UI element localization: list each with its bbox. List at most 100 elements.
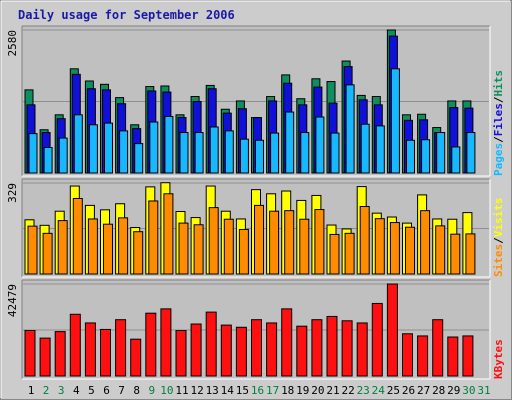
bar-kbytes-day-7 bbox=[115, 319, 127, 377]
bar-kbytes-day-25 bbox=[386, 283, 398, 377]
x-tick-label-day-14: 14 bbox=[221, 384, 235, 397]
x-tick-label-day-27: 27 bbox=[417, 384, 430, 397]
y-max-tick-label: 42479 bbox=[6, 284, 19, 317]
x-tick-label-day-3: 3 bbox=[58, 384, 65, 397]
bar-sites-day-6 bbox=[103, 223, 113, 275]
bar-sites-day-28 bbox=[435, 225, 446, 275]
bar-pages-day-23 bbox=[360, 123, 370, 174]
legend-separator: / bbox=[492, 96, 505, 103]
bar-sites-day-13 bbox=[208, 207, 219, 275]
x-tick-label-day-26: 26 bbox=[402, 384, 415, 397]
bar-sites-day-9 bbox=[148, 200, 159, 275]
bar-pages-day-12 bbox=[194, 132, 204, 174]
bar-pages-day-4 bbox=[73, 114, 83, 174]
bar-kbytes-day-29 bbox=[447, 336, 459, 377]
bar-kbytes-day-1 bbox=[24, 330, 36, 377]
bar-sites-day-16 bbox=[254, 204, 264, 275]
legend-pages: Pages bbox=[492, 143, 505, 176]
bar-pages-day-8 bbox=[134, 143, 144, 174]
legend-separator: / bbox=[492, 237, 505, 244]
bar-pages-day-22 bbox=[345, 84, 355, 174]
y-max-tick-label: 329 bbox=[6, 183, 19, 203]
x-tick-label-day-30: 30 bbox=[462, 384, 475, 397]
bar-kbytes-day-19 bbox=[296, 325, 308, 377]
x-tick-label-day-7: 7 bbox=[118, 384, 125, 397]
bar-sites-day-1 bbox=[27, 225, 38, 275]
x-tick-label-day-11: 11 bbox=[175, 384, 188, 397]
x-tick-label-day-31: 31 bbox=[477, 384, 490, 397]
x-tick-label-day-10: 10 bbox=[160, 384, 173, 397]
bar-pages-day-20 bbox=[315, 116, 325, 174]
bar-pages-day-15 bbox=[239, 138, 249, 174]
bar-sites-day-18 bbox=[284, 210, 295, 275]
y-max-tick-label: 2580 bbox=[6, 30, 19, 57]
bar-kbytes-day-11 bbox=[175, 330, 187, 377]
bar-kbytes-day-17 bbox=[266, 322, 278, 377]
bar-sites-day-19 bbox=[299, 218, 310, 275]
bar-sites-day-2 bbox=[42, 232, 53, 275]
bar-kbytes-day-10 bbox=[160, 308, 172, 377]
bar-sites-day-5 bbox=[87, 218, 98, 275]
x-tick-label-day-25: 25 bbox=[387, 384, 400, 397]
bar-sites-day-26 bbox=[405, 226, 415, 275]
x-tick-label-day-13: 13 bbox=[206, 384, 219, 397]
bar-pages-day-29 bbox=[451, 146, 461, 174]
x-tick-label-day-19: 19 bbox=[296, 384, 309, 397]
bar-sites-day-29 bbox=[450, 233, 461, 275]
legend-separator: / bbox=[492, 136, 505, 143]
x-tick-label-day-2: 2 bbox=[43, 384, 50, 397]
bar-sites-day-8 bbox=[133, 231, 144, 275]
bar-pages-day-18 bbox=[285, 111, 295, 174]
bar-kbytes-day-18 bbox=[281, 308, 293, 377]
bar-kbytes-day-5 bbox=[84, 322, 96, 377]
bar-sites-day-10 bbox=[163, 193, 174, 275]
bar-kbytes-day-2 bbox=[39, 337, 51, 377]
bar-pages-day-21 bbox=[330, 132, 340, 174]
x-tick-label-day-29: 29 bbox=[447, 384, 460, 397]
bar-sites-day-12 bbox=[193, 224, 204, 275]
bar-sites-day-24 bbox=[374, 218, 385, 275]
bar-kbytes-day-12 bbox=[190, 323, 202, 377]
bar-kbytes-day-15 bbox=[235, 326, 247, 377]
bar-kbytes-day-3 bbox=[54, 331, 66, 377]
x-tick-label-day-28: 28 bbox=[432, 384, 445, 397]
bar-pages-day-11 bbox=[179, 132, 189, 174]
bar-sites-day-17 bbox=[269, 210, 280, 275]
bar-kbytes-day-20 bbox=[311, 319, 323, 377]
bar-kbytes-day-30 bbox=[462, 335, 474, 377]
bar-sites-day-25 bbox=[389, 222, 400, 275]
bar-pages-day-19 bbox=[300, 132, 310, 174]
bar-kbytes-day-9 bbox=[145, 312, 157, 377]
x-tick-label-day-12: 12 bbox=[190, 384, 203, 397]
bar-pages-day-9 bbox=[149, 121, 159, 174]
bar-pages-day-14 bbox=[224, 130, 234, 174]
bar-kbytes-day-8 bbox=[130, 338, 142, 377]
bar-sites-day-27 bbox=[420, 210, 431, 275]
x-tick-label-day-17: 17 bbox=[266, 384, 279, 397]
x-tick-label-day-15: 15 bbox=[236, 384, 249, 397]
x-tick-label-day-23: 23 bbox=[357, 384, 370, 397]
side-legend-visits-sites: Sites/Visits bbox=[492, 198, 505, 278]
bar-pages-day-16 bbox=[255, 139, 264, 174]
bar-pages-day-3 bbox=[58, 137, 68, 174]
bar-kbytes-day-24 bbox=[371, 302, 383, 377]
bar-kbytes-day-22 bbox=[341, 320, 353, 377]
side-legend-kbytes: KBytes bbox=[492, 339, 505, 379]
x-tick-label-day-1: 1 bbox=[28, 384, 35, 397]
bar-kbytes-day-23 bbox=[356, 322, 368, 377]
x-tick-label-day-18: 18 bbox=[281, 384, 294, 397]
bar-pages-day-7 bbox=[119, 130, 129, 174]
bar-sites-day-3 bbox=[57, 220, 68, 275]
bar-pages-day-25 bbox=[390, 68, 400, 174]
bar-pages-day-24 bbox=[375, 125, 385, 174]
bar-kbytes-day-28 bbox=[432, 319, 444, 377]
bar-kbytes-day-6 bbox=[100, 328, 111, 377]
bar-kbytes-day-27 bbox=[417, 335, 429, 377]
bar-sites-day-4 bbox=[72, 197, 83, 275]
bar-pages-day-6 bbox=[104, 122, 113, 174]
legend-kbytes: KBytes bbox=[492, 339, 505, 379]
x-tick-label-day-22: 22 bbox=[341, 384, 354, 397]
bar-pages-day-13 bbox=[209, 126, 219, 174]
x-tick-label-day-8: 8 bbox=[133, 384, 140, 397]
